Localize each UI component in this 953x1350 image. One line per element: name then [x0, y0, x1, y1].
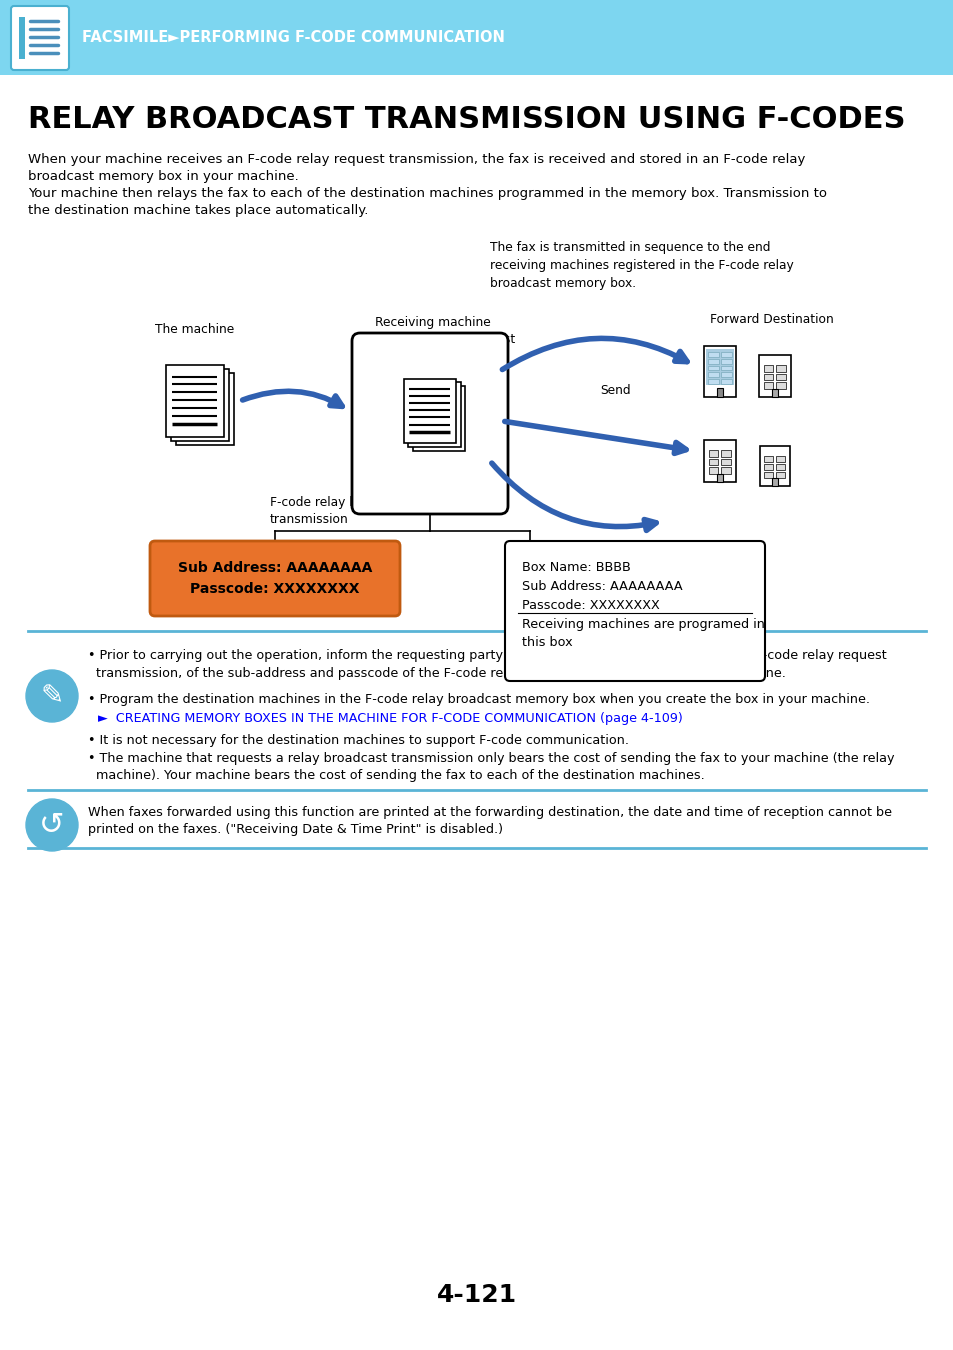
Bar: [19, 18, 25, 59]
Bar: [720, 467, 730, 474]
Bar: [707, 366, 719, 370]
Bar: [771, 389, 778, 397]
Circle shape: [26, 799, 78, 850]
FancyBboxPatch shape: [150, 541, 399, 616]
Text: • The machine that requests a relay broadcast transmission only bears the cost o: • The machine that requests a relay broa…: [88, 752, 894, 783]
Bar: [720, 379, 731, 383]
Bar: [716, 387, 722, 397]
Text: F-code relay broadcast
transmission: F-code relay broadcast transmission: [270, 495, 410, 526]
Bar: [762, 382, 773, 389]
Bar: [707, 379, 719, 383]
Bar: [775, 456, 784, 462]
Text: FACSIMILE►PERFORMING F-CODE COMMUNICATION: FACSIMILE►PERFORMING F-CODE COMMUNICATIO…: [82, 30, 504, 45]
Text: • It is not necessary for the destination machines to support F-code communicati: • It is not necessary for the destinatio…: [88, 734, 628, 747]
Text: ►  CREATING MEMORY BOXES IN THE MACHINE FOR F-CODE COMMUNICATION (page 4-109): ► CREATING MEMORY BOXES IN THE MACHINE F…: [98, 711, 682, 725]
Bar: [720, 451, 730, 456]
Bar: [707, 373, 719, 377]
Bar: [403, 378, 456, 443]
Text: • Prior to carrying out the operation, inform the requesting party, who you will: • Prior to carrying out the operation, i…: [88, 649, 886, 679]
Bar: [720, 459, 730, 466]
Bar: [720, 359, 731, 363]
Bar: [775, 374, 785, 381]
Bar: [763, 456, 773, 462]
Bar: [775, 464, 784, 470]
FancyBboxPatch shape: [504, 541, 764, 680]
Text: RELAY BROADCAST TRANSMISSION USING F-CODES: RELAY BROADCAST TRANSMISSION USING F-COD…: [28, 105, 904, 134]
Text: broadcast memory box in your machine.: broadcast memory box in your machine.: [28, 170, 298, 184]
Text: Passcode: XXXXXXXX: Passcode: XXXXXXXX: [521, 599, 659, 612]
Bar: [775, 382, 785, 389]
Text: When faxes forwarded using this function are printed at the forwarding destinati: When faxes forwarded using this function…: [88, 806, 891, 837]
Bar: [720, 373, 731, 377]
Bar: [0, 0, 953, 76]
Bar: [166, 364, 224, 437]
Bar: [716, 474, 722, 482]
Text: ✎: ✎: [40, 682, 64, 710]
Text: ↺: ↺: [39, 810, 65, 840]
Text: the destination machine takes place automatically.: the destination machine takes place auto…: [28, 204, 368, 217]
Bar: [775, 472, 784, 478]
Bar: [175, 373, 233, 446]
Bar: [763, 464, 773, 470]
Bar: [763, 472, 773, 478]
Text: Send: Send: [599, 385, 630, 397]
Text: Receiving machine
F-code relay broadcast
memory box: Receiving machine F-code relay broadcast…: [375, 316, 515, 363]
Circle shape: [26, 670, 78, 722]
Text: • Program the destination machines in the F-code relay broadcast memory box when: • Program the destination machines in th…: [88, 693, 869, 706]
Text: The fax is transmitted in sequence to the end
receiving machines registered in t: The fax is transmitted in sequence to th…: [490, 242, 793, 290]
Text: Sub Address: AAAAAAAA
Passcode: XXXXXXXX: Sub Address: AAAAAAAA Passcode: XXXXXXXX: [177, 562, 372, 595]
Text: The machine: The machine: [155, 323, 234, 336]
Bar: [760, 446, 789, 486]
FancyBboxPatch shape: [352, 333, 507, 514]
Bar: [707, 359, 719, 363]
Bar: [171, 369, 229, 441]
Bar: [762, 374, 773, 381]
Text: Sub Address: AAAAAAAA: Sub Address: AAAAAAAA: [521, 580, 682, 593]
Bar: [708, 459, 718, 466]
Text: When your machine receives an F-code relay request transmission, the fax is rece: When your machine receives an F-code rel…: [28, 153, 804, 166]
Bar: [762, 366, 773, 371]
Bar: [720, 366, 731, 370]
Bar: [708, 451, 718, 456]
Text: Receiving machines are programed in
this box: Receiving machines are programed in this…: [521, 618, 764, 649]
Bar: [703, 440, 735, 482]
Text: Your machine then relays the fax to each of the destination machines programmed : Your machine then relays the fax to each…: [28, 188, 826, 200]
Text: 4-121: 4-121: [436, 1282, 517, 1307]
Bar: [707, 352, 719, 358]
Bar: [703, 346, 736, 397]
Bar: [771, 478, 778, 486]
Text: Forward Destination: Forward Destination: [709, 313, 833, 325]
Bar: [759, 355, 790, 397]
Bar: [720, 352, 731, 358]
Bar: [708, 467, 718, 474]
Bar: [413, 386, 465, 451]
Text: Box Name: BBBB: Box Name: BBBB: [521, 562, 630, 574]
Bar: [408, 382, 460, 447]
Bar: [705, 348, 733, 385]
FancyBboxPatch shape: [11, 5, 69, 70]
Bar: [775, 366, 785, 371]
